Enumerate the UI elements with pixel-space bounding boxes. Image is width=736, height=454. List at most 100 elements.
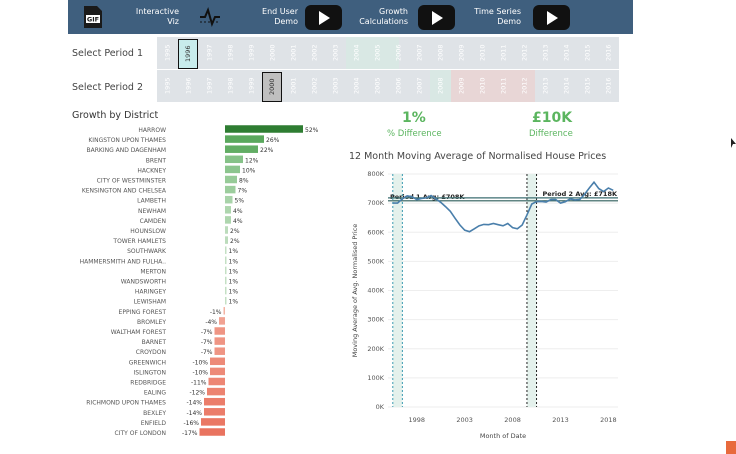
district-bar[interactable] (199, 428, 226, 436)
district-bar[interactable] (225, 286, 227, 295)
district-bar[interactable] (208, 377, 226, 386)
year-option[interactable]: 2013 (541, 77, 550, 95)
year-option[interactable]: 2005 (373, 77, 382, 95)
district-bar[interactable] (201, 418, 225, 426)
nav-growth-calc-label[interactable]: Growth Calculations (359, 7, 408, 26)
district-value-label: -14% (186, 400, 202, 407)
district-name: EPPING FOREST (119, 309, 167, 316)
year-option[interactable]: 2011 (499, 44, 508, 62)
period-2-year-slider[interactable]: 1995 1996 1997 1998 1999 2000 2001 2002 2003 2004… (157, 70, 619, 102)
district-name: HARINGEY (135, 289, 166, 296)
district-bar[interactable] (207, 387, 225, 396)
year-option[interactable]: 1997 (205, 44, 214, 62)
line-chart-icon[interactable] (199, 6, 221, 28)
district-bar[interactable] (210, 367, 225, 376)
district-bar[interactable] (225, 185, 236, 194)
district-bar[interactable] (225, 195, 233, 204)
district-bar[interactable] (225, 125, 303, 133)
year-option[interactable]: 2009 (457, 44, 466, 62)
district-bar[interactable] (223, 307, 226, 315)
moving-average-line-chart: 0K 100K 200K 300K 400K 500K 600K 700K 800K 1998 20… (351, 170, 618, 440)
year-option[interactable]: 2012 (520, 44, 529, 62)
district-bar[interactable] (214, 347, 226, 355)
district-bar[interactable] (210, 357, 225, 366)
district-bar[interactable] (225, 226, 228, 234)
year-option[interactable]: 2009 (457, 77, 466, 95)
year-option[interactable]: 2012 (520, 77, 529, 95)
year-option[interactable]: 2001 (289, 77, 298, 95)
moving-average-line[interactable] (392, 180, 614, 233)
district-bar[interactable] (225, 216, 231, 224)
district-bar[interactable] (225, 135, 264, 143)
district-value-label: -1% (210, 309, 222, 316)
year-option[interactable]: 2004 (352, 77, 361, 95)
period-2-selected-year[interactable]: 2000 (262, 72, 282, 102)
district-bar[interactable] (225, 206, 231, 214)
district-value-label: -10% (192, 369, 208, 376)
year-option[interactable]: 2010 (478, 77, 487, 95)
district-bar[interactable] (225, 165, 240, 174)
district-bar[interactable] (214, 337, 226, 345)
year-option[interactable]: 1997 (205, 77, 214, 95)
year-option[interactable]: 1996 (184, 77, 193, 95)
year-option[interactable]: 2006 (394, 77, 403, 95)
x-tick-label: 2003 (456, 416, 473, 424)
year-option[interactable]: 2015 (583, 77, 592, 95)
district-bar[interactable] (225, 276, 227, 285)
district-bar[interactable] (225, 256, 227, 265)
district-bar[interactable] (225, 155, 243, 164)
year-option[interactable]: 2014 (562, 77, 571, 95)
year-option[interactable]: 2003 (331, 77, 340, 95)
district-bar[interactable] (225, 296, 227, 305)
district-bar[interactable] (214, 327, 226, 335)
year-option[interactable]: 2011 (499, 77, 508, 95)
year-option[interactable]: 2010 (478, 44, 487, 62)
period-1-year-slider[interactable]: 1995 1996 1997 1998 1999 2000 2001 2002 2003 2004… (157, 37, 619, 69)
gif-file-icon[interactable]: GIF (82, 5, 104, 29)
district-bar[interactable] (225, 145, 258, 153)
year-option[interactable]: 1999 (247, 77, 256, 95)
district-bar[interactable] (219, 317, 225, 325)
year-option[interactable]: 1995 (163, 77, 172, 95)
year-option[interactable]: 2007 (415, 77, 424, 95)
y-tick-label: 400K (367, 287, 384, 295)
year-option[interactable]: 2015 (583, 44, 592, 62)
year-option[interactable]: 2008 (436, 44, 445, 62)
year-option[interactable]: 2003 (331, 44, 340, 62)
district-bar[interactable] (225, 236, 228, 244)
year-option[interactable]: 2002 (310, 77, 319, 95)
nav-time-series-label[interactable]: Time Series Demo (474, 7, 521, 26)
year-option[interactable]: 1998 (226, 44, 235, 62)
district-value-label: 1% (229, 268, 239, 275)
year-option[interactable]: 2007 (415, 44, 424, 62)
year-option[interactable]: 2014 (562, 44, 571, 62)
district-bar[interactable] (204, 408, 225, 416)
period-1-selected-year[interactable]: 1996 (178, 39, 198, 69)
end-user-demo-play-button[interactable] (305, 5, 342, 30)
pct-difference-value: 1% (402, 110, 426, 126)
growth-calc-play-button[interactable] (418, 5, 455, 30)
time-series-play-button[interactable] (533, 5, 570, 30)
district-bar[interactable] (225, 246, 227, 254)
year-option[interactable]: 2002 (310, 44, 319, 62)
district-bar[interactable] (225, 175, 237, 184)
year-option[interactable]: 2016 (604, 44, 613, 62)
year-option[interactable]: 2016 (604, 77, 613, 95)
year-option[interactable]: 2006 (394, 44, 403, 62)
year-option[interactable]: 2008 (436, 77, 445, 95)
year-option[interactable]: 2000 (268, 44, 277, 62)
nav-interactive-viz-label[interactable]: Interactive Viz (135, 7, 179, 26)
year-option[interactable]: 1998 (226, 77, 235, 95)
nav-end-user-demo-label[interactable]: End User Demo (262, 7, 298, 26)
district-bar[interactable] (204, 397, 225, 406)
year-option[interactable]: 1995 (163, 44, 172, 62)
district-bar[interactable] (225, 266, 227, 275)
district-value-label: -4% (205, 319, 217, 326)
corner-tab[interactable] (726, 441, 736, 454)
year-option[interactable]: 2013 (541, 44, 550, 62)
year-option[interactable]: 1999 (247, 44, 256, 62)
district-value-label: 4% (233, 208, 243, 215)
year-option[interactable]: 2005 (373, 44, 382, 62)
year-option[interactable]: 2001 (289, 44, 298, 62)
year-option[interactable]: 2004 (352, 44, 361, 62)
